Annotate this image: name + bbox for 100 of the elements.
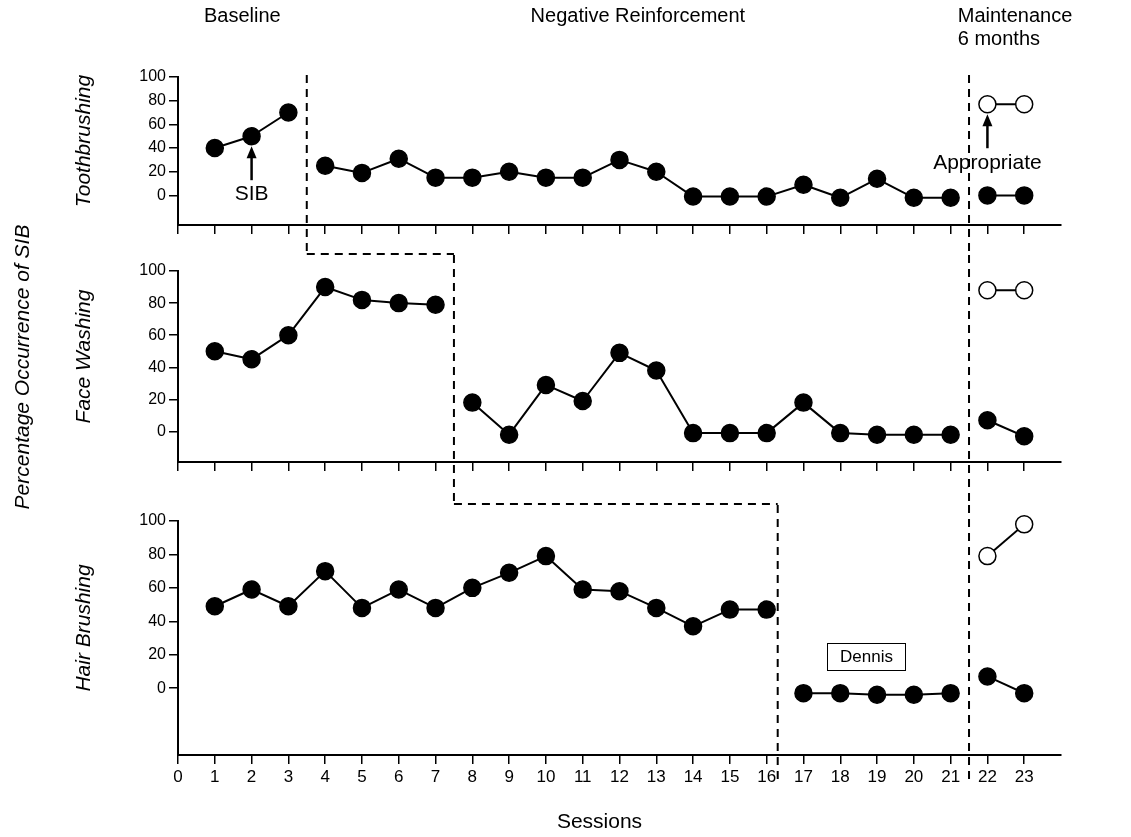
x-tick-label: 5 [357, 766, 367, 786]
x-tick-label: 22 [977, 766, 997, 786]
point [426, 168, 445, 187]
x-tick-label: 19 [867, 766, 887, 786]
x-tick-label: 20 [904, 766, 924, 786]
y-tick-label: 40 [148, 138, 167, 156]
y-tick-label: 60 [148, 325, 167, 343]
point [426, 598, 445, 618]
point [463, 393, 482, 412]
text: Maintenance 6 months [957, 3, 1073, 49]
point [831, 423, 850, 443]
point [610, 581, 629, 601]
x-tick-label: 13 [646, 766, 666, 786]
point [647, 361, 666, 380]
point [573, 391, 592, 411]
point [389, 293, 408, 313]
point [573, 580, 592, 599]
point [904, 685, 924, 705]
y-tick-label: 20 [148, 162, 167, 180]
y-tick-label: 0 [157, 678, 167, 696]
point [1014, 515, 1034, 534]
y-tick-label: 0 [157, 421, 167, 439]
point [426, 295, 445, 314]
point [499, 425, 519, 444]
y-tick-label: 100 [139, 261, 167, 279]
point [573, 168, 592, 187]
y-tick-label: 80 [148, 544, 167, 562]
point [279, 325, 298, 345]
point [978, 546, 997, 566]
point [610, 150, 629, 170]
x-tick-label: 2 [246, 766, 257, 786]
x-tick-label: 8 [467, 766, 478, 786]
point [941, 683, 960, 703]
x-tick-label: 4 [320, 766, 330, 786]
x-tick-label: 10 [536, 766, 556, 786]
point [794, 175, 813, 194]
y-axis-title: Face Washing [70, 289, 94, 424]
point [352, 163, 372, 183]
point [242, 580, 261, 599]
point [242, 126, 261, 146]
annotation: Dennis [827, 642, 906, 671]
point [757, 600, 776, 619]
point [242, 350, 261, 369]
point [978, 667, 997, 686]
x-axis-title: Sessions [556, 809, 643, 833]
x-tick-label: 0 [173, 766, 183, 786]
x-tick-label: 16 [757, 766, 777, 786]
point [683, 617, 703, 636]
x-tick-label: 15 [720, 766, 740, 786]
y-tick-label: 100 [139, 67, 167, 85]
point [536, 546, 556, 566]
x-tick-label: 18 [830, 766, 850, 786]
point [978, 411, 997, 430]
text: Baseline [204, 3, 281, 26]
y-axis-title: Hair Brushing [70, 564, 94, 692]
point [757, 187, 776, 206]
x-tick-label: 11 [573, 766, 592, 786]
point [499, 162, 519, 181]
point [279, 596, 298, 616]
point [831, 188, 850, 208]
x-tick-label: 14 [683, 766, 703, 786]
y-tick-label: 60 [148, 578, 167, 596]
point [279, 103, 298, 122]
point [720, 600, 740, 619]
point [1014, 427, 1034, 446]
point [867, 685, 887, 705]
point [1014, 186, 1034, 205]
x-tick-label: 21 [941, 766, 961, 786]
point [941, 188, 960, 208]
point [1014, 94, 1034, 114]
point [867, 425, 887, 444]
point [1014, 281, 1034, 300]
point [941, 425, 960, 444]
point [315, 277, 335, 297]
x-tick-label: 3 [283, 766, 294, 786]
x-tick-label: 7 [430, 766, 441, 786]
point [536, 375, 556, 395]
point [205, 342, 225, 361]
point [647, 162, 666, 181]
point [389, 580, 408, 599]
point [536, 168, 556, 187]
x-tick-label: 17 [794, 766, 813, 786]
point [720, 187, 740, 206]
point [831, 683, 850, 703]
y-tick-label: 40 [148, 611, 167, 629]
point [389, 149, 408, 168]
point [904, 425, 924, 444]
text: Percentage Occurrence of SIB [10, 224, 34, 509]
point [315, 561, 335, 581]
point [978, 281, 997, 300]
y-tick-label: 40 [148, 357, 167, 375]
point [463, 578, 482, 598]
y-tick-label: 100 [139, 511, 167, 529]
point [315, 156, 335, 176]
point [352, 290, 372, 310]
point [978, 186, 997, 205]
point [463, 168, 482, 187]
point [499, 563, 519, 583]
point [757, 423, 776, 443]
point [720, 423, 740, 443]
